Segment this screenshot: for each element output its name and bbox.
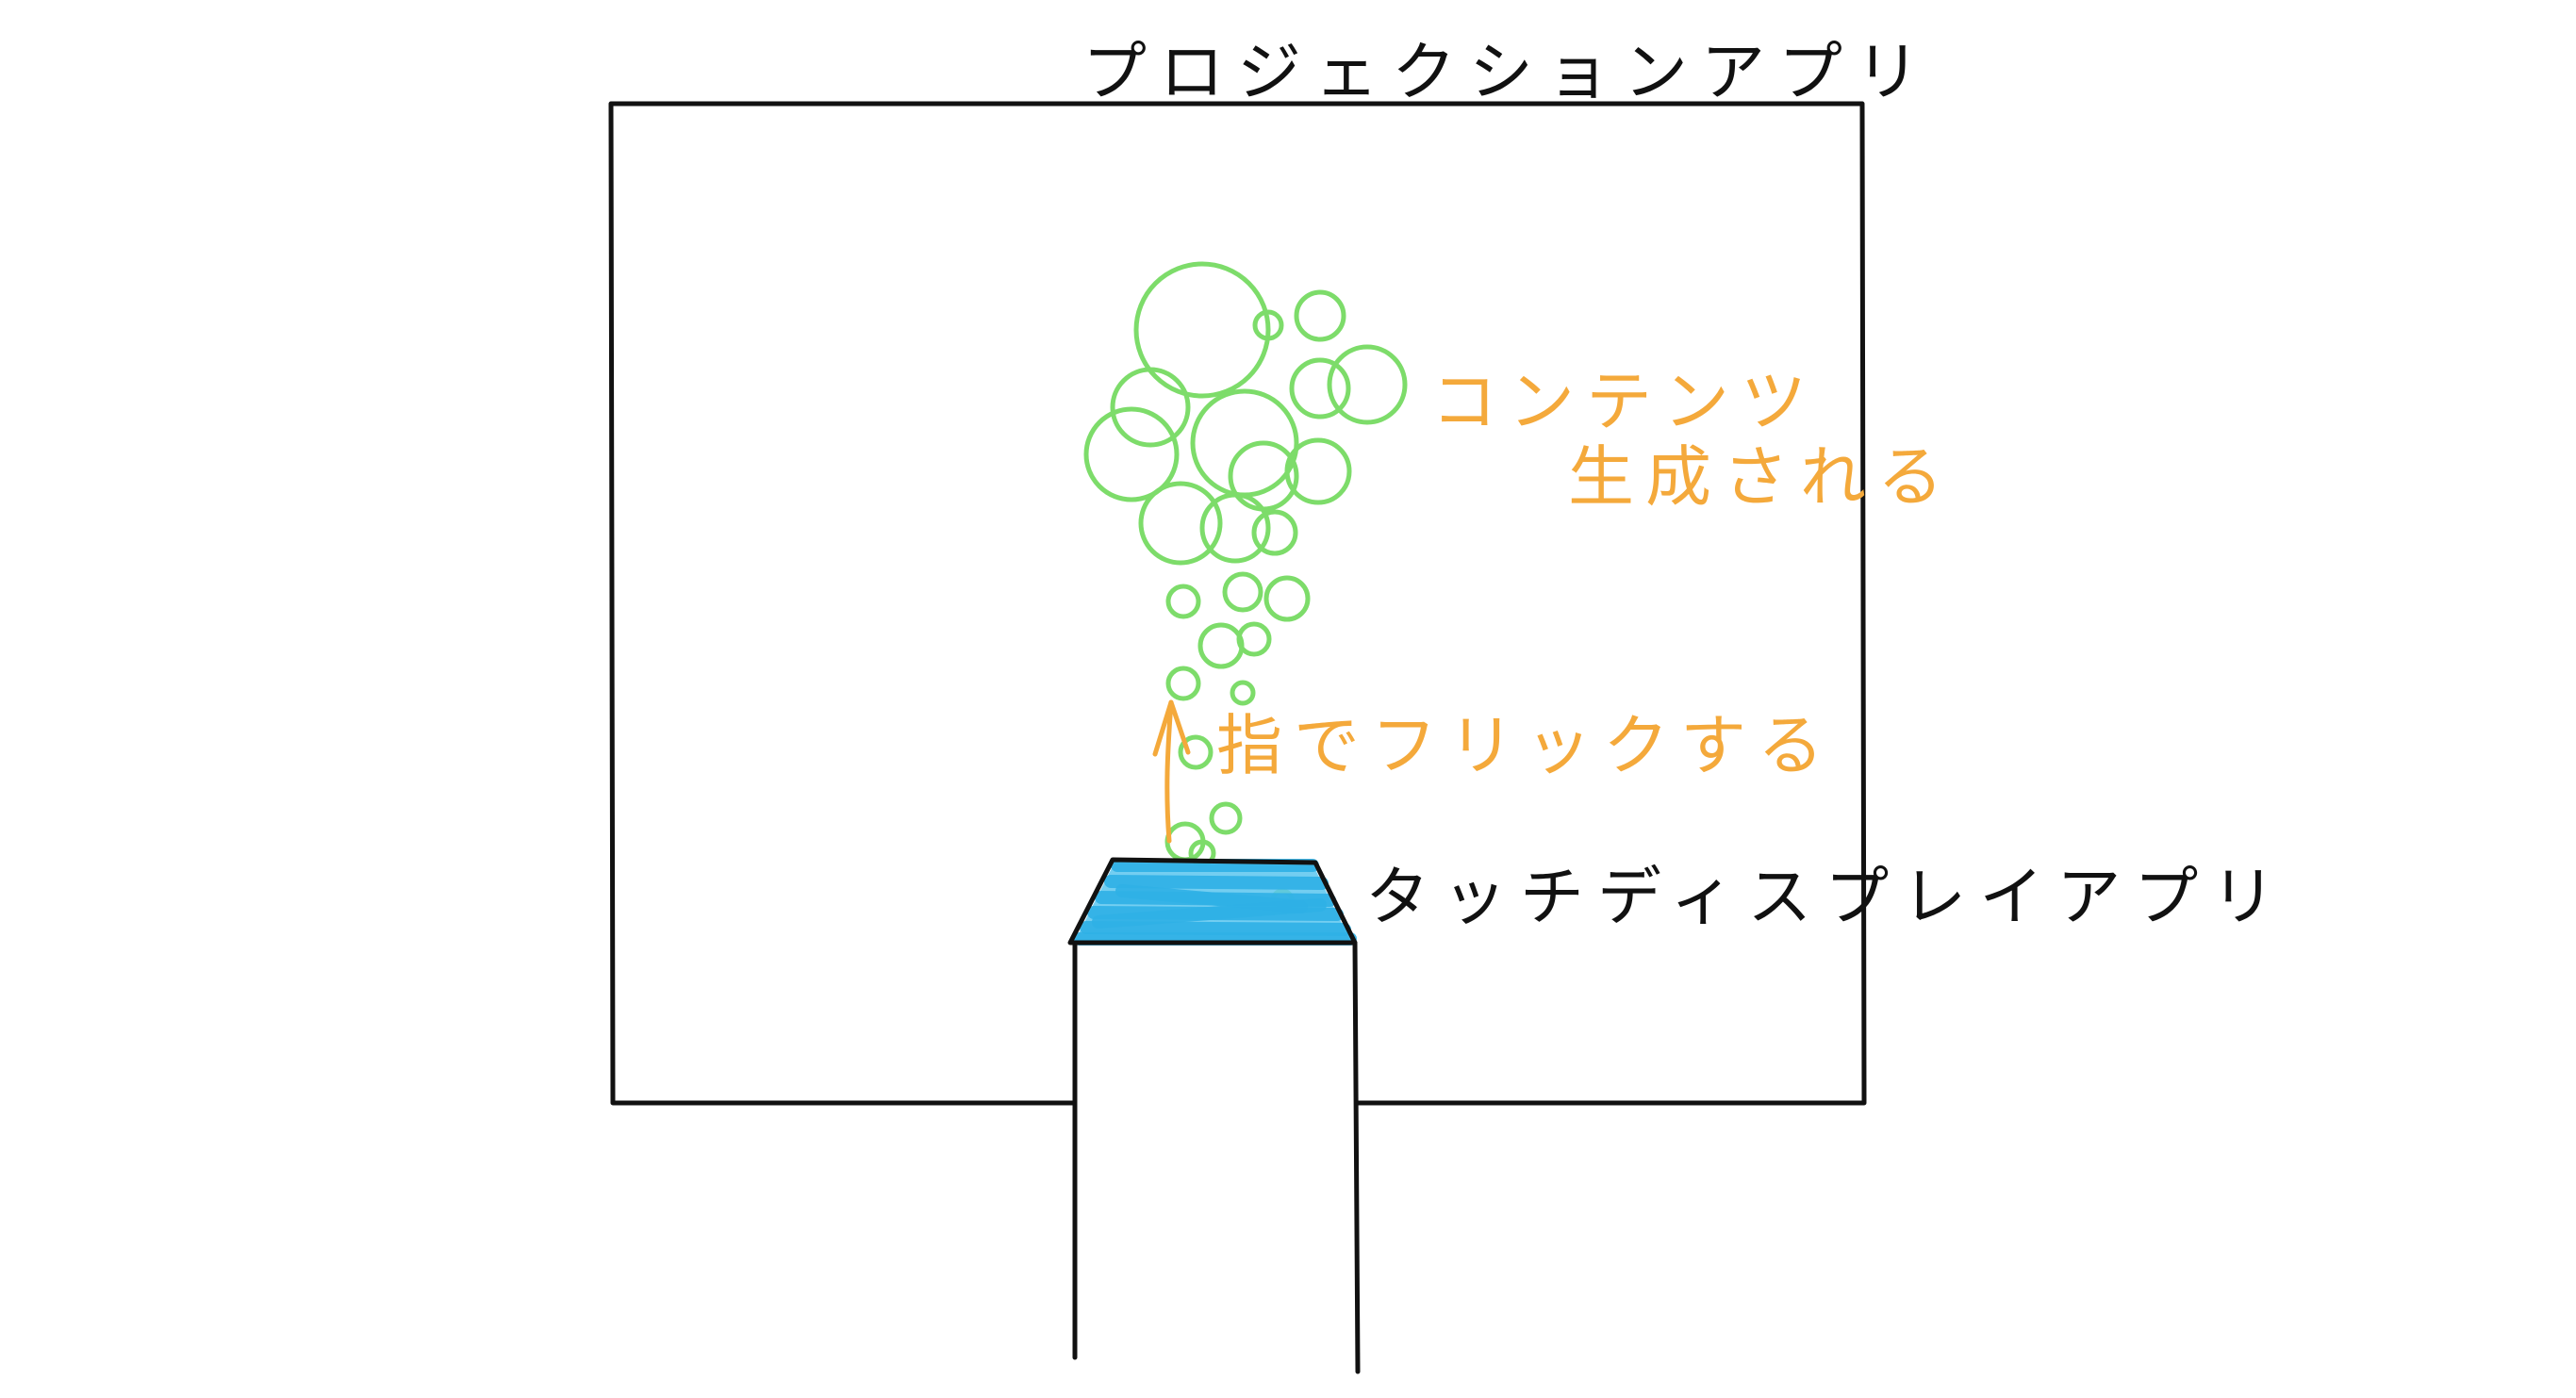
bubble [1165, 584, 1201, 619]
flick-arrow-shaft [1164, 699, 1174, 844]
touch-display-app-label: タッチディスプレイアプリ [1365, 861, 2288, 935]
content-label-line2: 生成される [1568, 438, 1955, 516]
bubble [1236, 621, 1272, 657]
projection-app-label: プロジェクションアプリ [1082, 36, 1933, 110]
bubble [1284, 437, 1352, 505]
bubble [1263, 575, 1311, 622]
bubble [1230, 680, 1256, 706]
touch-display-stand [1072, 940, 1361, 1374]
flick-arrow-head [1152, 699, 1191, 757]
bubble [1197, 622, 1245, 669]
flick-arrow-icon [1152, 699, 1191, 844]
touch-display-device [1067, 857, 1361, 1374]
touch-screen-stroke [1092, 898, 1327, 929]
bubble-cluster [1083, 261, 1408, 913]
bubble [1165, 666, 1201, 701]
bubble [1190, 388, 1299, 498]
touch-screen-stroke [1104, 875, 1329, 890]
bubble [1199, 492, 1271, 564]
bubble [1110, 367, 1191, 448]
bubble [1222, 571, 1263, 613]
bubble [1133, 261, 1271, 399]
bubble [1138, 481, 1223, 566]
bubble [1289, 357, 1351, 419]
projection-screen-frame [608, 101, 1867, 1106]
touch-screen-stroke [1080, 921, 1351, 936]
bubble [1251, 509, 1298, 556]
flick-label: 指でフリックする [1216, 707, 1835, 784]
bubble [1083, 406, 1180, 502]
bubble [1294, 289, 1346, 342]
bubble [1209, 801, 1243, 835]
bubble [1252, 309, 1284, 341]
bubble [1178, 734, 1214, 770]
touch-screen-surface [1073, 859, 1357, 946]
content-label-line1: コンテンツ [1431, 363, 1818, 440]
bubble [1327, 344, 1408, 425]
projection-frame-outline [608, 101, 1867, 1106]
